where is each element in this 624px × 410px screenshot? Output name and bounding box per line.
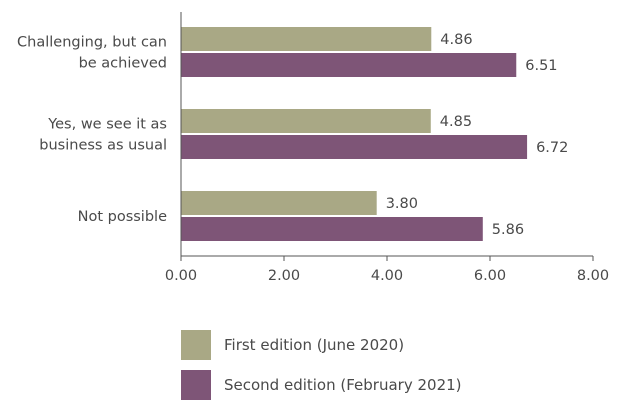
legend-label-second-edition: Second edition (February 2021) bbox=[224, 376, 462, 394]
labels-group: 4.86 6.51 Challenging, but can be achieved 4… bbox=[17, 32, 609, 284]
x-tick-label-1: 2.00 bbox=[268, 268, 300, 284]
data-label-second-edition-0: 6.51 bbox=[525, 58, 557, 74]
bar-chart: 4.86 6.51 Challenging, but can be achieved 4… bbox=[17, 12, 609, 284]
data-label-second-edition-1: 6.72 bbox=[536, 140, 568, 156]
legend-item-second-edition: Second edition (February 2021) bbox=[181, 370, 462, 400]
x-tick-label-3: 6.00 bbox=[474, 268, 506, 284]
category-label-2: Not possible bbox=[78, 209, 167, 225]
x-tick-label-0: 0.00 bbox=[165, 268, 197, 284]
x-tick-label-2: 4.00 bbox=[371, 268, 403, 284]
x-tick-label-4: 8.00 bbox=[577, 268, 609, 284]
category-label-0: Challenging, but can be achieved bbox=[17, 35, 167, 72]
category-label-1: Yes, we see it as business as usual bbox=[39, 117, 167, 154]
bar-second-edition-2 bbox=[181, 217, 483, 241]
bar-second-edition-0 bbox=[181, 53, 517, 77]
data-label-second-edition-2: 5.86 bbox=[492, 222, 524, 238]
legend-swatch-first-edition bbox=[181, 330, 211, 360]
data-label-first-edition-2: 3.80 bbox=[386, 196, 418, 212]
axes-group bbox=[180, 12, 594, 261]
bar-first-edition-0 bbox=[181, 27, 432, 51]
bar-first-edition-1 bbox=[181, 109, 431, 133]
legend-item-first-edition: First edition (June 2020) bbox=[181, 330, 462, 360]
legend: First edition (June 2020) Second edition… bbox=[181, 330, 462, 410]
bar-first-edition-2 bbox=[181, 191, 377, 215]
bar-second-edition-1 bbox=[181, 135, 528, 159]
legend-label-first-edition: First edition (June 2020) bbox=[224, 336, 405, 354]
data-label-first-edition-0: 4.86 bbox=[440, 32, 472, 48]
data-label-first-edition-1: 4.85 bbox=[440, 114, 472, 130]
legend-swatch-second-edition bbox=[181, 370, 211, 400]
bars-group bbox=[181, 27, 528, 241]
